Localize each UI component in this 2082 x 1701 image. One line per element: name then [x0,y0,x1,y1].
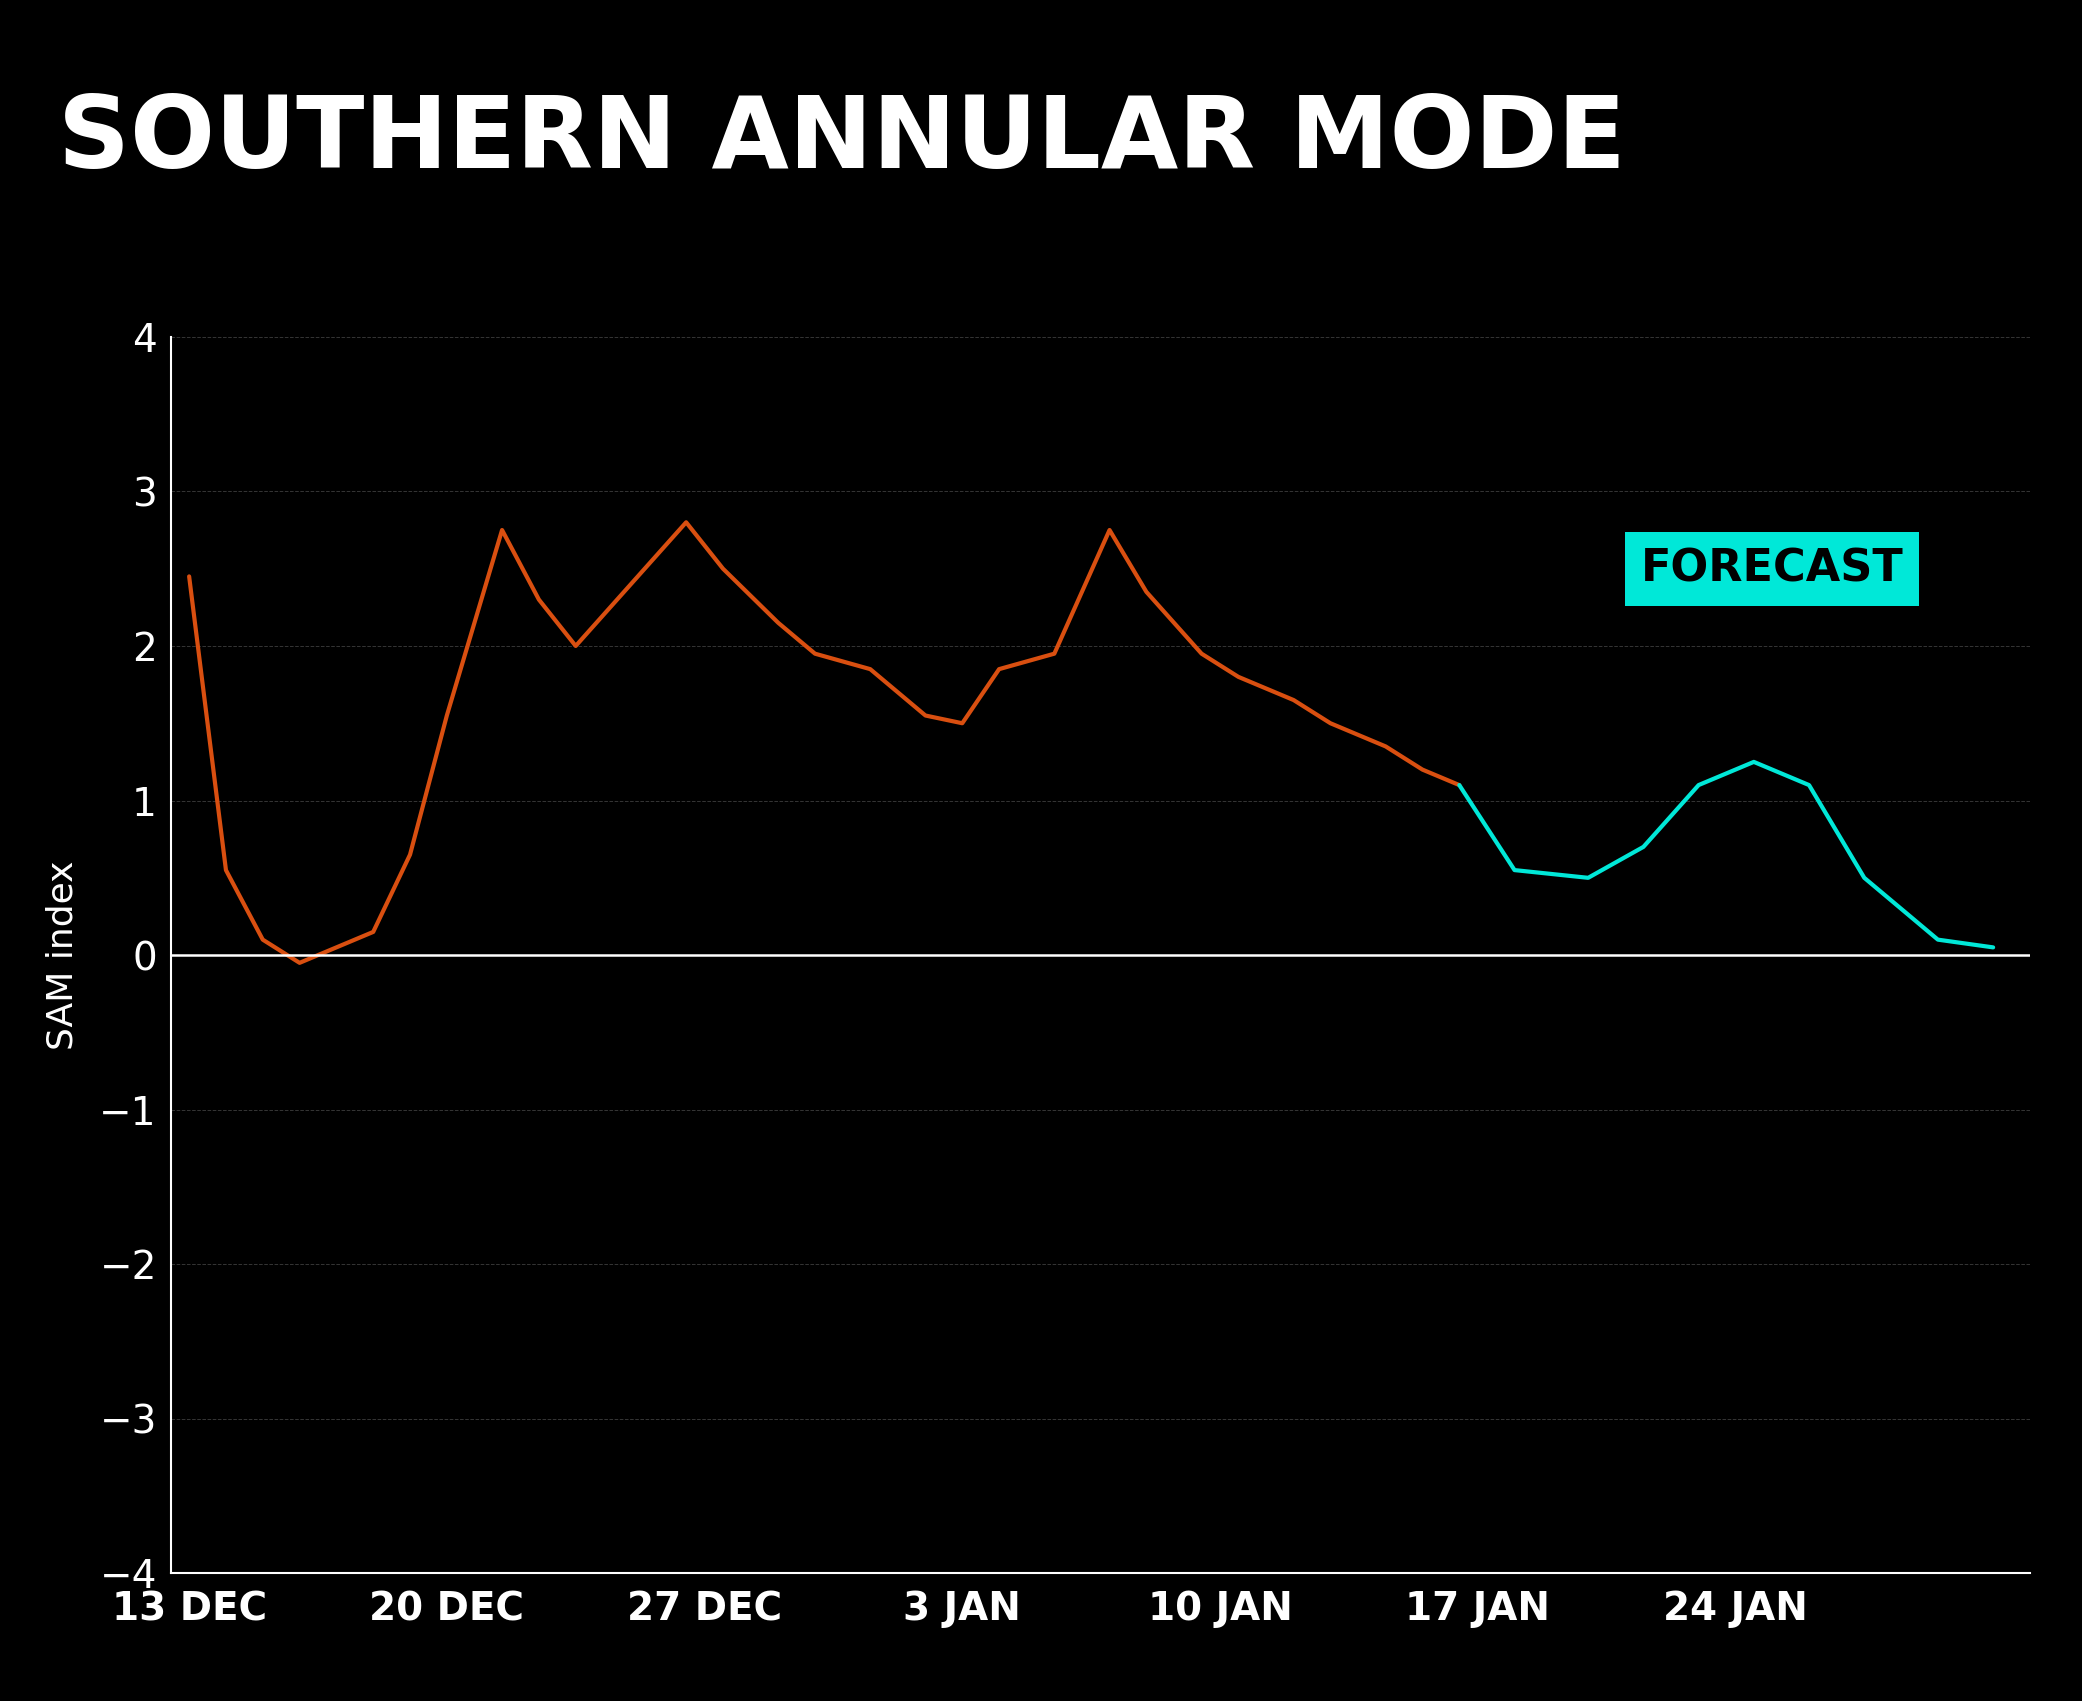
Y-axis label: SAM index: SAM index [46,861,79,1050]
Text: SOUTHERN ANNULAR MODE: SOUTHERN ANNULAR MODE [58,92,1626,189]
Text: FORECAST: FORECAST [1641,548,1903,590]
